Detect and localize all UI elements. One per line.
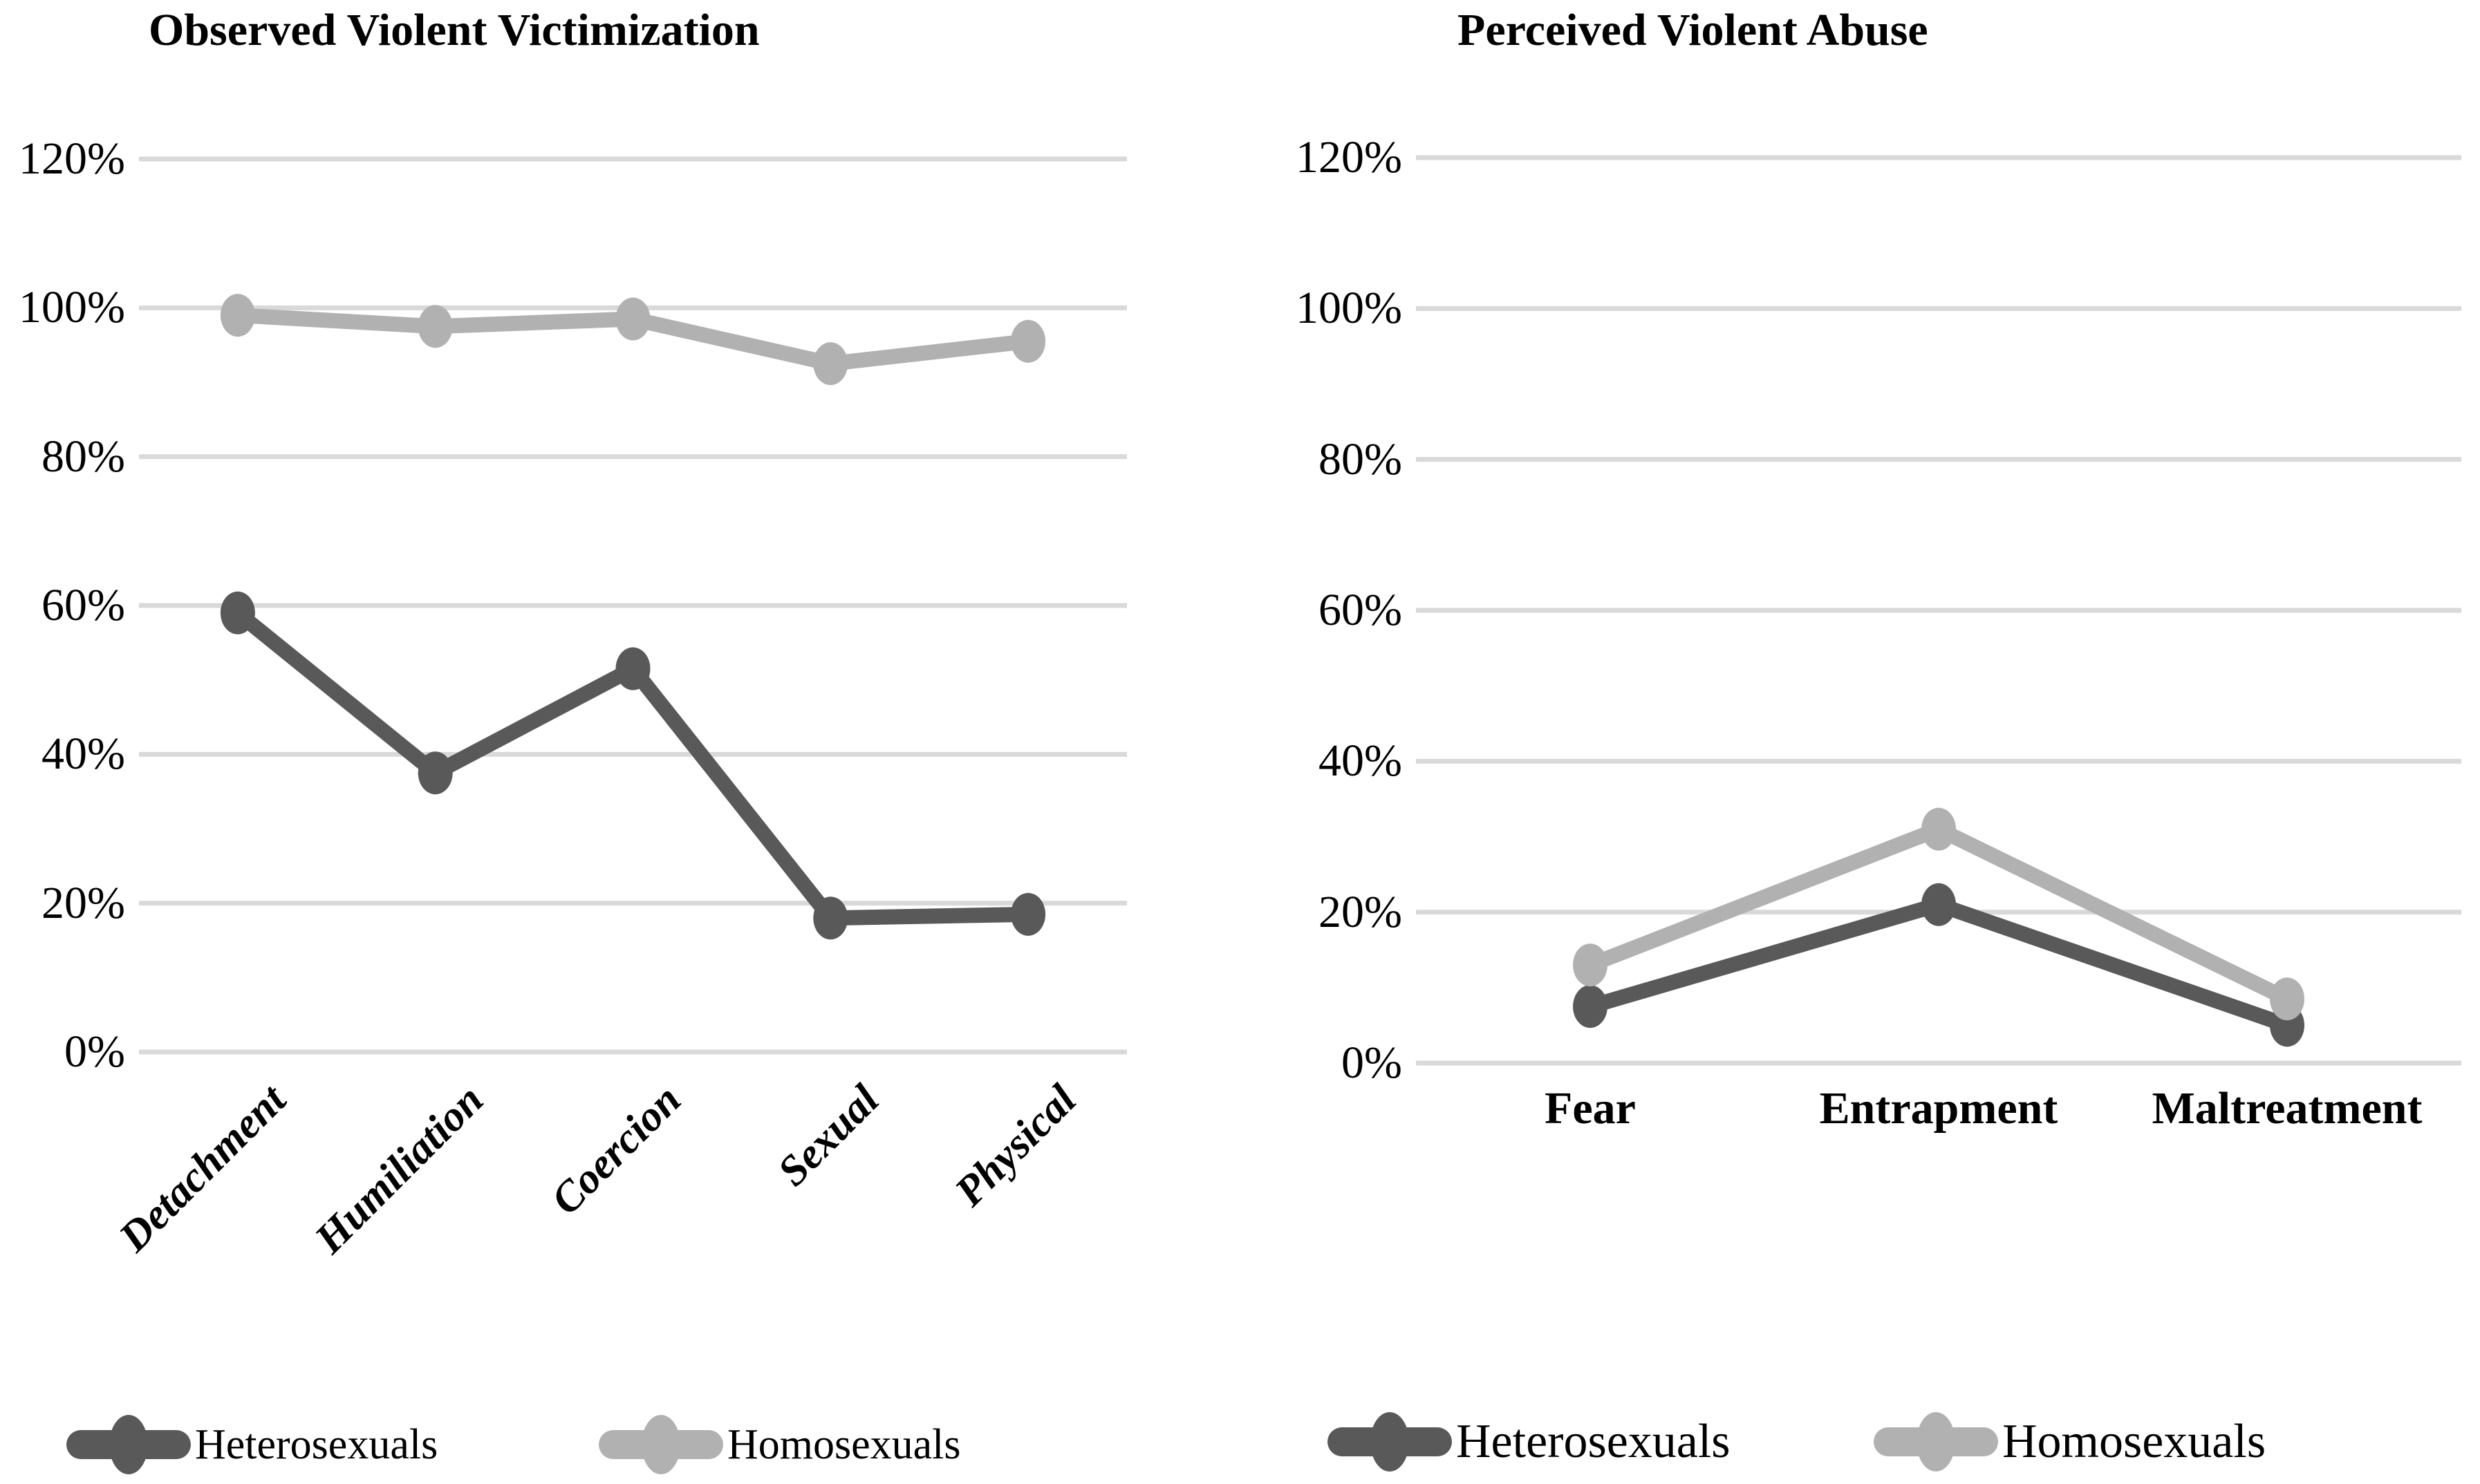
x-axis-category-label: Maltreatment [2152,1083,2423,1134]
y-axis-tick-label: 40% [1318,735,1402,787]
data-point-marker [813,342,848,386]
data-point-marker [1011,319,1046,363]
chart-title: Observed Violent Victimization [149,5,760,55]
data-point-marker [1921,807,1956,851]
data-point-marker [813,896,848,940]
homosexuals-line-marker-icon [1874,1405,1998,1479]
heterosexuals-line-marker-icon [66,1407,191,1482]
legend-label: Heterosexuals [1456,1415,1731,1468]
chart-observed-violent-victimization: Observed Violent Victimization Heterosex… [0,0,1238,1484]
data-point-marker [2270,977,2304,1021]
homosexuals-line-marker-icon [599,1407,723,1482]
y-axis-tick-label: 20% [1318,886,1402,937]
y-axis-tick-label: 120% [19,133,125,184]
legend-item-heterosexuals: Heterosexuals [1327,1405,1731,1479]
chart-perceived-violent-abuse: Perceived Violent Abuse Heterosexuals Ho… [1238,0,2480,1484]
y-axis-tick-label: 120% [1296,132,1402,182]
x-axis-category-label: Sexual [768,1076,888,1196]
data-point-marker [615,647,651,691]
data-point-marker [220,294,255,337]
y-axis-tick-label: 100% [1296,283,1402,334]
data-point-marker [1921,883,1956,926]
legend-label: Homosexuals [2002,1415,2266,1468]
data-point-marker [1573,985,1607,1029]
legend-item-heterosexuals: Heterosexuals [66,1407,438,1482]
y-axis-tick-label: 100% [19,282,125,333]
x-axis-category-label: Physical [946,1076,1085,1216]
legend-label: Heterosexuals [195,1420,438,1468]
y-axis-tick-label: 40% [41,729,125,780]
y-axis-tick-label: 80% [41,431,125,482]
y-axis-tick-label: 20% [41,877,125,928]
x-axis-category-label: Fear [1545,1083,1636,1134]
data-point-marker [418,305,453,348]
legend-item-homosexuals: Homosexuals [599,1407,961,1482]
heterosexuals-line-marker-icon [1327,1405,1452,1479]
data-point-marker [1573,943,1607,987]
legend-item-homosexuals: Homosexuals [1874,1405,2266,1479]
plot-area [1416,155,2461,1066]
data-point-marker [1011,892,1046,936]
y-axis-tick-label: 0% [1341,1037,1402,1088]
y-axis-tick-label: 80% [1318,433,1402,485]
chart-title: Perceived Violent Abuse [1457,5,1928,55]
y-axis-tick-label: 60% [41,580,125,630]
legend-label: Homosexuals [727,1420,961,1468]
x-axis-category-label: Humiliation [306,1076,493,1263]
y-axis-tick-label: 0% [64,1026,125,1077]
y-axis-tick-label: 60% [1318,585,1402,635]
data-point-marker [615,297,651,341]
x-axis-category-label: Coercion [542,1076,691,1224]
data-point-marker [418,751,453,795]
plot-area [139,156,1127,1055]
data-point-marker [220,591,255,635]
x-axis-category-label: Detachment [110,1076,295,1261]
x-axis-category-label: Entrapment [1819,1083,2058,1134]
